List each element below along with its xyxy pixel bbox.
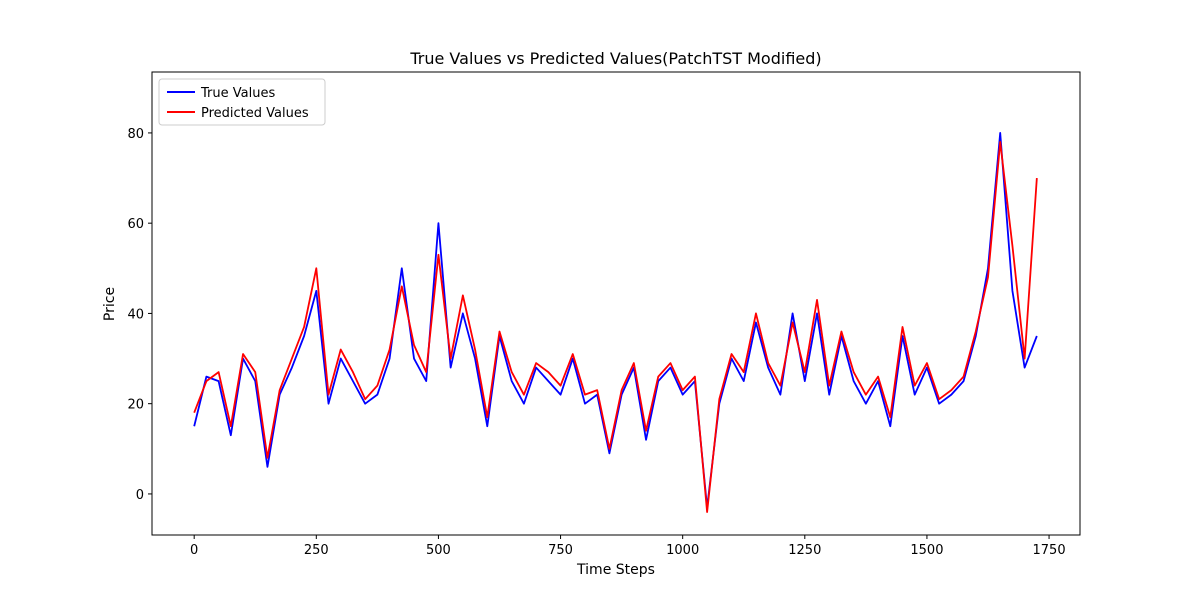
x-tick-label: 500 [426, 543, 451, 558]
y-tick-label: 80 [127, 127, 144, 142]
chart-title: True Values vs Predicted Values(PatchTST… [409, 49, 821, 68]
y-tick-label: 60 [127, 217, 144, 232]
legend-label: True Values [200, 86, 275, 101]
data-line [193, 132, 1038, 509]
x-tick-label: 1500 [910, 543, 943, 558]
legend-label: Predicted Values [201, 106, 309, 121]
plot-frame [151, 71, 1081, 536]
x-tick-label: 1000 [666, 543, 699, 558]
y-tick-label: 0 [136, 488, 144, 503]
y-tick-label: 20 [127, 398, 144, 413]
x-tick-label: 250 [304, 543, 329, 558]
x-axis-label: Time Steps [576, 562, 655, 578]
x-tick-label: 1250 [788, 543, 821, 558]
x-tick-label: 750 [548, 543, 573, 558]
y-tick-label: 40 [127, 307, 144, 322]
legend-box [158, 78, 326, 126]
data-line [193, 141, 1038, 513]
y-axis-label: Price [102, 287, 118, 321]
x-tick-label: 0 [190, 543, 198, 558]
x-tick-label: 1750 [1033, 543, 1066, 558]
